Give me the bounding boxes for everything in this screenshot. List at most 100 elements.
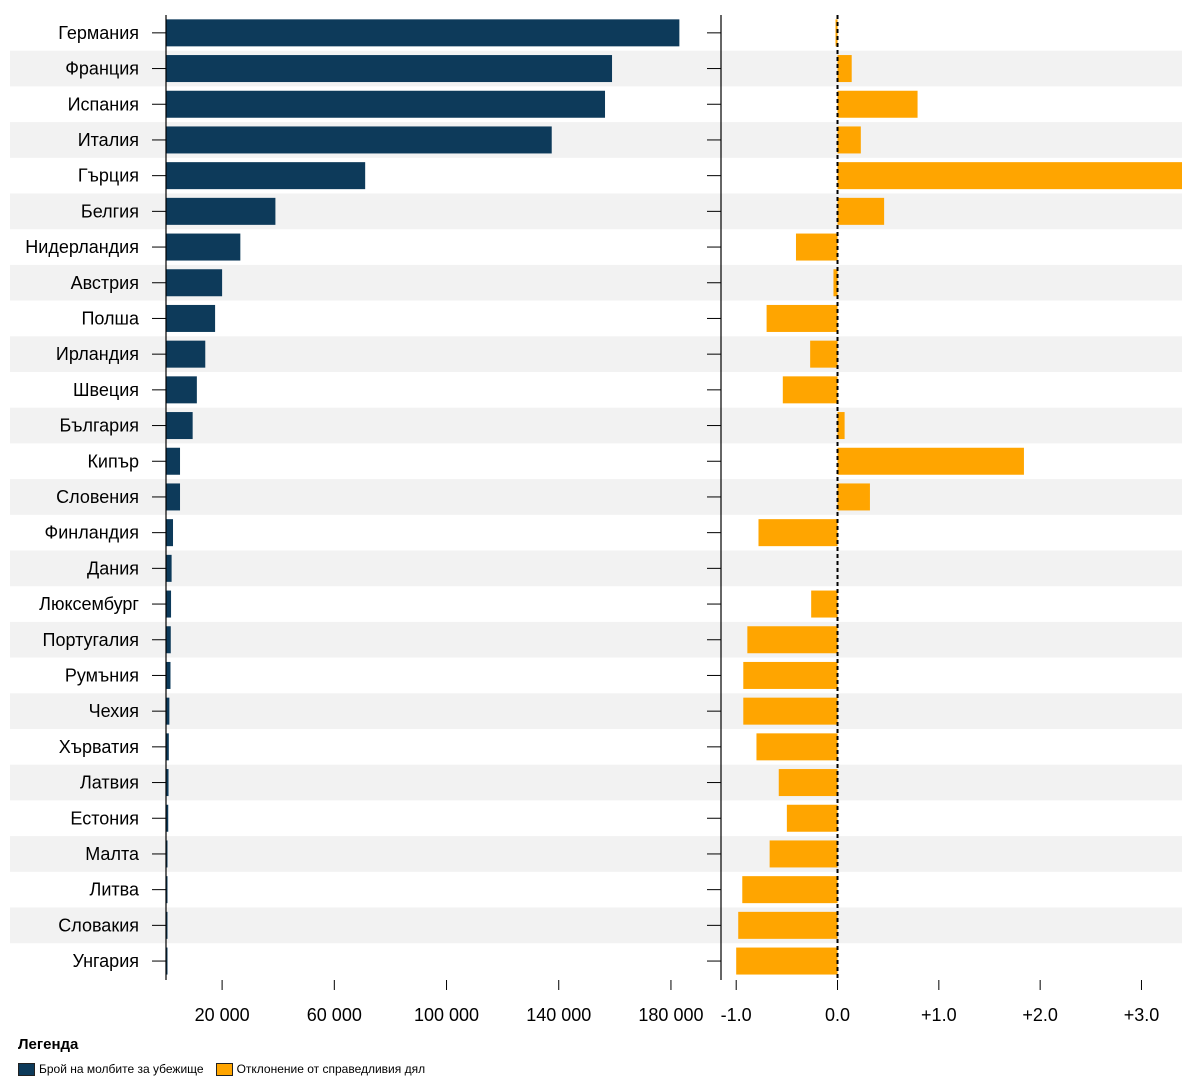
legend-title: Легенда	[18, 1036, 79, 1053]
bar-asylum-0	[166, 19, 680, 47]
bar-asylum-19	[166, 697, 170, 725]
bar-asylum-24	[166, 876, 168, 904]
legend-swatch-asylum	[18, 1062, 35, 1076]
category-label: Литва	[90, 880, 140, 900]
bar-deviation-13	[837, 483, 870, 511]
category-label: Германия	[58, 23, 139, 43]
bar-asylum-21	[166, 769, 169, 797]
category-label: Франция	[65, 59, 139, 79]
legend-swatch-deviation	[215, 1062, 233, 1076]
bar-asylum-16	[166, 590, 172, 618]
bar-deviation-0	[835, 19, 838, 47]
bar-asylum-13	[166, 483, 181, 511]
bar-asylum-7	[166, 269, 223, 297]
bar-deviation-6	[795, 233, 838, 261]
bar-deviation-24	[742, 876, 838, 904]
bar-asylum-26	[166, 947, 168, 975]
bar-asylum-18	[166, 661, 171, 689]
bar-asylum-22	[166, 804, 169, 832]
category-label: Швеция	[73, 380, 139, 400]
x-tick-label-left: 60 000	[307, 1005, 362, 1025]
legend-item-deviation: Отклонение от справедливия дял	[215, 1062, 426, 1076]
row-band	[10, 836, 1182, 872]
bar-asylum-4	[166, 162, 366, 190]
bar-deviation-14	[758, 519, 838, 547]
category-label: Словакия	[58, 915, 139, 935]
bar-asylum-1	[166, 55, 613, 83]
bar-deviation-5	[837, 197, 885, 225]
category-label: Хърватия	[59, 737, 139, 757]
bar-deviation-8	[766, 304, 838, 332]
bar-deviation-9	[810, 340, 838, 368]
category-label: Румъния	[65, 665, 139, 685]
category-label: Дания	[87, 558, 139, 578]
bar-deviation-26	[736, 947, 838, 975]
bar-deviation-19	[743, 697, 838, 725]
bar-deviation-7	[833, 269, 838, 297]
category-label: Гърция	[78, 166, 139, 186]
bar-asylum-8	[166, 304, 216, 332]
x-tick-label-left: 20 000	[195, 1005, 250, 1025]
row-band	[10, 693, 1182, 729]
legend-label-deviation: Отклонение от справедливия дял	[236, 1062, 426, 1076]
bar-asylum-17	[166, 626, 171, 654]
category-label: Малта	[85, 844, 140, 864]
bar-asylum-9	[166, 340, 206, 368]
row-band	[10, 336, 1182, 372]
bar-deviation-4	[837, 162, 1182, 190]
bar-asylum-14	[166, 519, 174, 547]
category-label: Люксембург	[39, 594, 139, 614]
row-band	[10, 407, 1182, 444]
category-label: Белгия	[81, 201, 139, 221]
bar-asylum-25	[166, 911, 168, 939]
bar-asylum-5	[166, 197, 276, 225]
x-tick-label-right: 0.0	[825, 1005, 850, 1025]
category-label: Словения	[56, 487, 139, 507]
category-label: Ирландия	[56, 344, 139, 364]
bar-asylum-20	[166, 733, 169, 761]
x-tick-label-right: -1.0	[721, 1005, 752, 1025]
legend: Брой на молбите за убежище Отклонение от…	[18, 1062, 437, 1076]
bar-asylum-3	[166, 126, 552, 154]
bar-asylum-11	[166, 412, 193, 440]
bar-deviation-3	[837, 126, 861, 154]
bar-deviation-11	[837, 412, 845, 440]
x-tick-label-left: 100 000	[414, 1005, 479, 1025]
bar-asylum-15	[166, 554, 172, 582]
category-label: Чехия	[89, 701, 139, 721]
category-label: Португалия	[43, 630, 140, 650]
category-label: Испания	[68, 94, 139, 114]
row-band	[10, 550, 1182, 587]
category-label: Унгария	[72, 951, 139, 971]
bar-deviation-18	[743, 661, 838, 689]
category-label: Кипър	[87, 451, 139, 471]
x-tick-label-left: 180 000	[638, 1005, 703, 1025]
bar-deviation-25	[738, 911, 838, 939]
chart-area: Германия Франция Испания Италия Гърция Белгия…	[10, 15, 1182, 1025]
category-label: Австрия	[71, 273, 139, 293]
bar-asylum-12	[166, 447, 181, 475]
bar-deviation-22	[786, 804, 838, 832]
bar-deviation-10	[782, 376, 838, 404]
bar-asylum-10	[166, 376, 197, 404]
bar-deviation-23	[769, 840, 838, 868]
row-band	[10, 621, 1182, 658]
bar-asylum-2	[166, 90, 606, 118]
bar-asylum-6	[166, 233, 241, 261]
bar-deviation-2	[837, 90, 918, 118]
bar-deviation-21	[778, 769, 838, 797]
x-tick-label-left: 140 000	[526, 1005, 591, 1025]
category-label: Италия	[78, 130, 139, 150]
legend-label-asylum: Брой на молбите за убежище	[39, 1062, 204, 1076]
bar-deviation-12	[837, 447, 1024, 475]
row-band	[10, 907, 1182, 944]
category-label: България	[59, 416, 139, 436]
x-tick-label-right: +3.0	[1124, 1005, 1160, 1025]
bar-deviation-16	[811, 590, 838, 618]
category-label: Нидерландия	[25, 237, 139, 257]
bar-deviation-20	[756, 733, 838, 761]
category-label: Финландия	[45, 523, 139, 543]
legend-item-asylum: Брой на молбите за убежище	[18, 1062, 204, 1076]
category-label: Латвия	[80, 773, 139, 793]
bar-asylum-23	[166, 840, 168, 868]
